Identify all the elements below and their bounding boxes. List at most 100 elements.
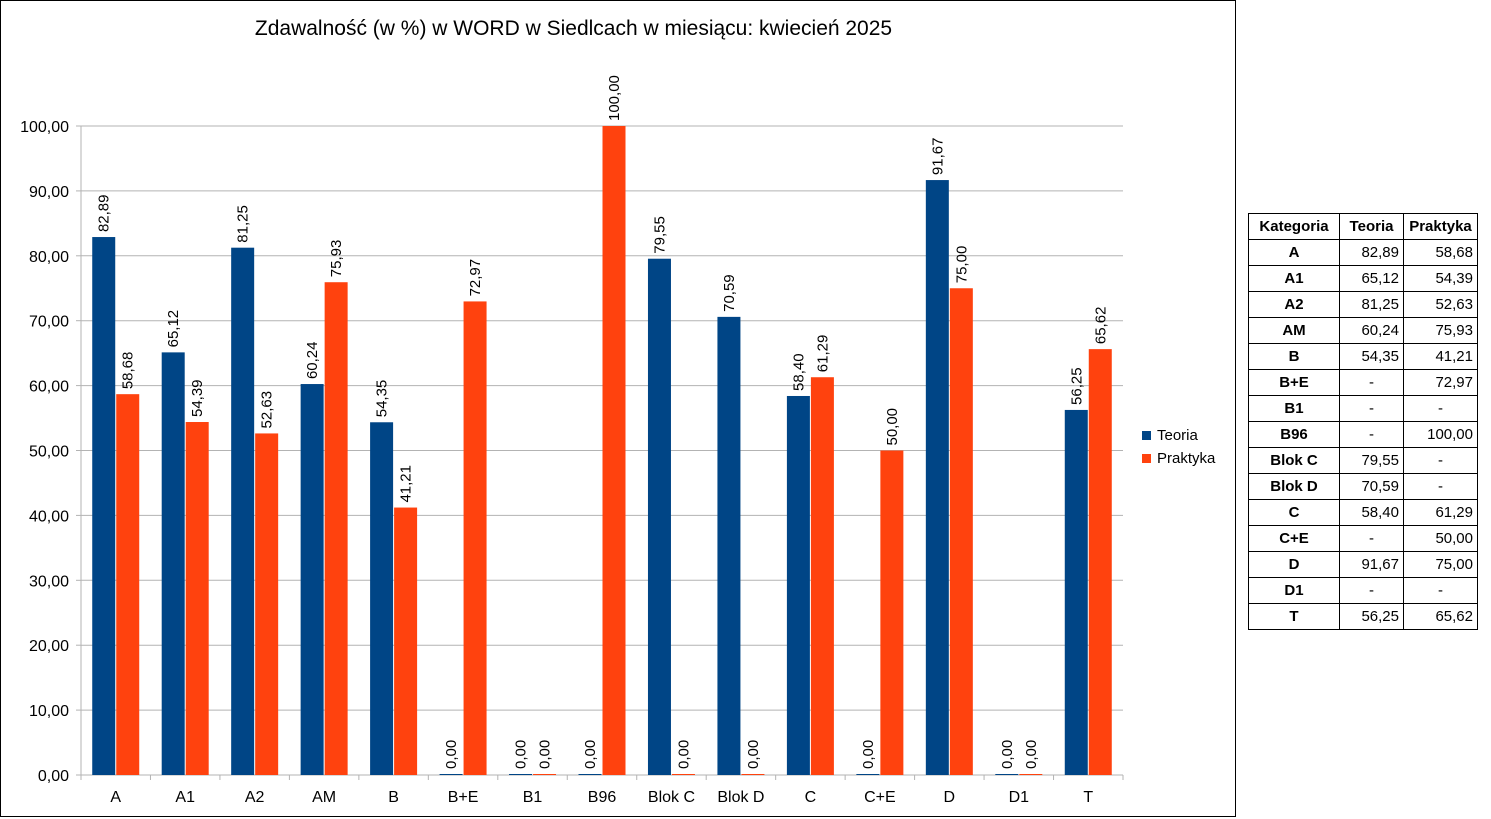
bar-praktyka	[533, 774, 557, 775]
table-cell-teoria: 79,55	[1339, 447, 1404, 474]
bar-teoria	[92, 237, 116, 776]
data-label-teoria: 70,59	[721, 274, 738, 312]
data-label-praktyka: 50,00	[884, 408, 901, 446]
table-cell-kategoria: Blok D	[1248, 473, 1340, 500]
table-cell-kategoria: C+E	[1248, 525, 1340, 552]
table-row: B96-100,00	[1248, 421, 1478, 448]
table-cell-teoria: -	[1339, 577, 1404, 604]
bar-teoria	[161, 352, 185, 775]
table-cell-teoria: -	[1339, 421, 1404, 448]
data-label-praktyka: 61,29	[814, 335, 831, 373]
table-cell-teoria: -	[1339, 525, 1404, 552]
table-cell-praktyka: -	[1403, 473, 1478, 500]
bar-teoria	[231, 247, 255, 775]
table-row: C+E -50,00	[1248, 525, 1478, 552]
table-header-kategoria: Kategoria	[1248, 213, 1340, 240]
y-tick-label: 80,00	[29, 249, 69, 266]
table-cell-kategoria: B96	[1248, 421, 1340, 448]
data-label-praktyka: 72,97	[467, 259, 484, 297]
legend-swatch-teoria	[1142, 431, 1151, 440]
x-tick-label: AM	[312, 789, 336, 806]
bar-praktyka	[602, 126, 626, 775]
data-label-teoria: 60,24	[304, 341, 321, 379]
bar-praktyka	[324, 282, 348, 775]
bar-praktyka	[185, 422, 209, 775]
table-row: B+E -72,97	[1248, 369, 1478, 396]
bar-praktyka	[1088, 349, 1112, 775]
table-row: C 58,40 61,29	[1248, 499, 1478, 526]
table-cell-praktyka: 41,21	[1403, 343, 1478, 370]
table-cell-praktyka: -	[1403, 447, 1478, 474]
x-tick-label: A1	[175, 789, 195, 806]
x-tick-label: A2	[245, 789, 265, 806]
bar-praktyka	[463, 301, 487, 775]
table-row: B 54,35 41,21	[1248, 343, 1478, 370]
y-tick-label: 70,00	[29, 314, 69, 331]
table-header-praktyka: Praktyka	[1403, 213, 1478, 240]
data-label-teoria: 0,00	[443, 740, 460, 769]
table-row: B1- -	[1248, 395, 1478, 422]
bar-praktyka	[741, 774, 765, 775]
bar-teoria	[300, 384, 324, 775]
x-tick-label: Blok C	[648, 789, 695, 806]
y-tick-label: 20,00	[29, 638, 69, 655]
y-tick-label: 40,00	[29, 508, 69, 525]
legend-item-praktyka: Praktyka	[1142, 447, 1215, 470]
table-cell-kategoria: B+E	[1248, 369, 1340, 396]
y-tick-label: 90,00	[29, 184, 69, 201]
table-cell-teoria: 65,12	[1339, 265, 1404, 292]
table-body: A 82,89 58,68 A1 65,12 54,39 A2 81,25 52,63 AM 60,…	[1248, 239, 1478, 630]
bar-praktyka	[394, 507, 418, 775]
data-label-praktyka: 75,93	[328, 240, 345, 278]
data-label-teoria: 79,55	[651, 216, 668, 254]
table-cell-praktyka: 72,97	[1403, 369, 1478, 396]
data-label-teoria: 0,00	[860, 740, 877, 769]
table-row: AM 60,24 75,93	[1248, 317, 1478, 344]
bar-teoria	[856, 774, 880, 775]
bar-praktyka	[1019, 774, 1043, 775]
bar-teoria	[786, 395, 810, 775]
table-cell-praktyka: -	[1403, 577, 1478, 604]
table-row: A2 81,25 52,63	[1248, 291, 1478, 318]
table-cell-praktyka: 75,00	[1403, 551, 1478, 578]
data-label-teoria: 65,12	[165, 310, 182, 348]
bar-praktyka	[949, 288, 973, 775]
y-tick-label: 100,00	[20, 119, 69, 136]
table-cell-kategoria: B	[1248, 343, 1340, 370]
table-cell-kategoria: Blok C	[1248, 447, 1340, 474]
legend-swatch-praktyka	[1142, 454, 1151, 463]
table-row: Blok D 70,59-	[1248, 473, 1478, 500]
bar-teoria	[925, 180, 949, 775]
table-cell-praktyka: 61,29	[1403, 499, 1478, 526]
bar-teoria	[1064, 409, 1088, 775]
table-cell-praktyka: 100,00	[1403, 421, 1478, 448]
table-cell-kategoria: C	[1248, 499, 1340, 526]
data-label-teoria: 0,00	[582, 740, 599, 769]
legend-item-teoria: Teoria	[1142, 424, 1215, 447]
table-cell-praktyka: 52,63	[1403, 291, 1478, 318]
table-header-teoria: Teoria	[1339, 213, 1404, 240]
data-label-teoria: 91,67	[929, 138, 946, 176]
bar-teoria	[717, 316, 741, 775]
table-cell-kategoria: AM	[1248, 317, 1340, 344]
table-cell-praktyka: 58,68	[1403, 239, 1478, 266]
bar-teoria	[647, 258, 671, 776]
data-label-praktyka: 0,00	[537, 740, 554, 769]
data-label-praktyka: 75,00	[953, 246, 970, 284]
data-label-praktyka: 100,00	[606, 75, 623, 121]
x-tick-label: T	[1083, 789, 1093, 806]
table-cell-kategoria: D1	[1248, 577, 1340, 604]
table-cell-teoria: 56,25	[1339, 603, 1404, 630]
table-cell-kategoria: D	[1248, 551, 1340, 578]
x-tick-label: B96	[588, 789, 617, 806]
bar-praktyka	[116, 394, 140, 775]
table-cell-teoria: 54,35	[1339, 343, 1404, 370]
data-label-teoria: 58,40	[790, 353, 807, 391]
legend: Teoria Praktyka	[1142, 424, 1215, 470]
y-tick-label: 60,00	[29, 379, 69, 396]
table-cell-kategoria: B1	[1248, 395, 1340, 422]
data-label-praktyka: 58,68	[120, 352, 137, 390]
legend-label-praktyka: Praktyka	[1157, 450, 1216, 467]
data-label-teoria: 82,89	[96, 194, 113, 232]
bar-praktyka	[255, 433, 279, 775]
